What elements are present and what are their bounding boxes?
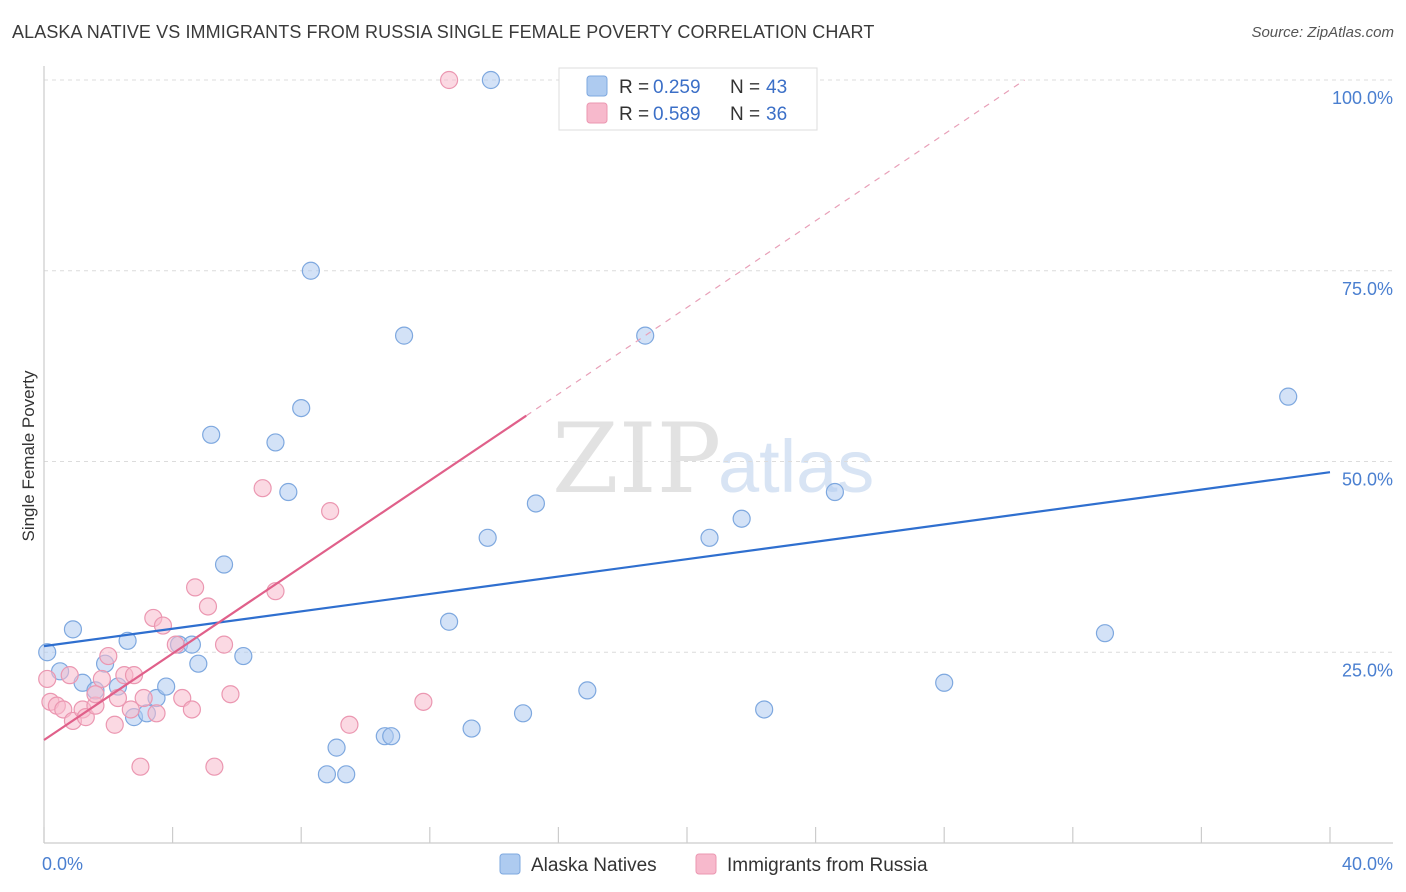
legend-swatch-blue <box>586 75 608 97</box>
trend-line-alaska <box>43 471 1331 648</box>
x-tick-label-0: 0.0% <box>42 854 83 874</box>
legend-bottom-swatch-blue <box>499 853 521 875</box>
point-russia-23 <box>182 700 201 719</box>
legend-top: R = 0.259 N = 43 R = 0.589 N = 36 <box>558 67 818 131</box>
point-russia-17 <box>134 688 153 708</box>
point-russia-25 <box>198 597 218 616</box>
legend-swatch-pink <box>586 102 608 124</box>
source-label: Source: ZipAtlas.com <box>1251 24 1394 41</box>
point-alaska-21 <box>301 261 320 280</box>
x-tick-label-1: 40.0% <box>1342 854 1393 874</box>
point-alaska-39 <box>825 482 844 502</box>
point-russia-9 <box>92 669 111 689</box>
point-alaska-36 <box>700 528 719 547</box>
point-alaska-38 <box>755 700 774 719</box>
point-russia-11 <box>105 715 124 734</box>
legend-r-label-2: R = <box>619 104 649 125</box>
legend-n-value-1: 43 <box>766 77 787 98</box>
point-russia-31 <box>321 501 340 521</box>
point-russia-10 <box>99 646 118 666</box>
y-tick-label-1: 50.0% <box>1342 470 1393 490</box>
point-russia-32 <box>340 715 359 734</box>
point-russia-26 <box>205 757 224 776</box>
x-tick-labels: 0.0% 40.0% <box>42 854 1393 874</box>
point-alaska-31 <box>481 70 500 90</box>
point-alaska-2 <box>63 620 83 639</box>
point-alaska-24 <box>337 765 356 784</box>
chart-title: ALASKA NATIVE VS IMMIGRANTS FROM RUSSIA … <box>12 22 875 42</box>
point-alaska-27 <box>394 326 414 345</box>
series-immigrants-russia <box>38 70 459 776</box>
point-alaska-16 <box>214 555 234 574</box>
legend-r-label-1: R = <box>619 77 649 98</box>
point-alaska-32 <box>513 704 533 723</box>
watermark-zip: ZIP <box>552 403 721 515</box>
point-alaska-11 <box>157 677 176 696</box>
point-alaska-42 <box>1279 387 1298 406</box>
point-alaska-35 <box>636 326 655 345</box>
point-russia-27 <box>214 635 234 654</box>
point-alaska-40 <box>935 673 954 692</box>
watermark-atlas: atlas <box>718 425 874 508</box>
point-russia-0 <box>38 669 57 689</box>
trend-lines <box>43 79 1331 741</box>
point-alaska-7 <box>118 631 137 650</box>
y-tick-label-0: 25.0% <box>1342 660 1393 680</box>
axes <box>43 66 1393 844</box>
watermark: ZIP atlas <box>552 403 874 515</box>
point-alaska-18 <box>266 433 285 452</box>
y-axis-label: Single Female Poverty <box>19 370 38 542</box>
point-russia-19 <box>147 704 166 723</box>
point-alaska-17 <box>234 646 253 666</box>
point-alaska-20 <box>292 398 311 418</box>
point-alaska-29 <box>462 719 481 738</box>
point-alaska-30 <box>478 528 497 547</box>
grid-lines <box>44 79 1393 653</box>
point-alaska-41 <box>1095 624 1115 643</box>
legend-bottom: Alaska Natives Immigrants from Russia <box>499 853 928 876</box>
point-russia-33 <box>414 692 433 711</box>
legend-r-value-2: 0.589 <box>653 104 701 125</box>
point-russia-29 <box>253 479 272 498</box>
point-russia-35 <box>86 685 105 704</box>
legend-n-label-1: N = <box>730 77 760 98</box>
point-alaska-0 <box>38 643 57 662</box>
legend-bottom-label-russia: Immigrants from Russia <box>727 855 928 876</box>
y-tick-labels: 25.0% 50.0% 75.0% 100.0% <box>1332 88 1393 680</box>
point-alaska-33 <box>526 494 545 513</box>
point-alaska-28 <box>439 612 459 631</box>
legend-n-value-2: 36 <box>766 104 787 125</box>
point-alaska-34 <box>578 681 597 700</box>
point-alaska-26 <box>382 727 401 746</box>
point-alaska-22 <box>317 765 337 784</box>
point-russia-15 <box>124 666 144 685</box>
y-tick-label-2: 75.0% <box>1342 279 1393 299</box>
y-tick-label-3: 100.0% <box>1332 88 1393 108</box>
point-russia-14 <box>121 700 140 719</box>
point-russia-16 <box>131 757 150 776</box>
legend-bottom-swatch-pink <box>695 853 717 875</box>
point-russia-24 <box>186 578 205 597</box>
trend-extension-russia <box>525 79 1025 417</box>
point-alaska-23 <box>327 738 346 757</box>
legend-r-value-1: 0.259 <box>653 77 701 98</box>
legend-n-label-2: N = <box>730 104 760 125</box>
trend-line-russia <box>43 414 527 741</box>
point-russia-28 <box>221 685 240 704</box>
point-russia-34 <box>439 70 459 90</box>
point-alaska-15 <box>202 425 221 444</box>
point-alaska-19 <box>279 482 298 502</box>
legend-bottom-label-alaska: Alaska Natives <box>531 855 657 876</box>
point-alaska-14 <box>189 654 208 673</box>
point-russia-4 <box>60 666 79 685</box>
point-alaska-37 <box>732 509 751 528</box>
